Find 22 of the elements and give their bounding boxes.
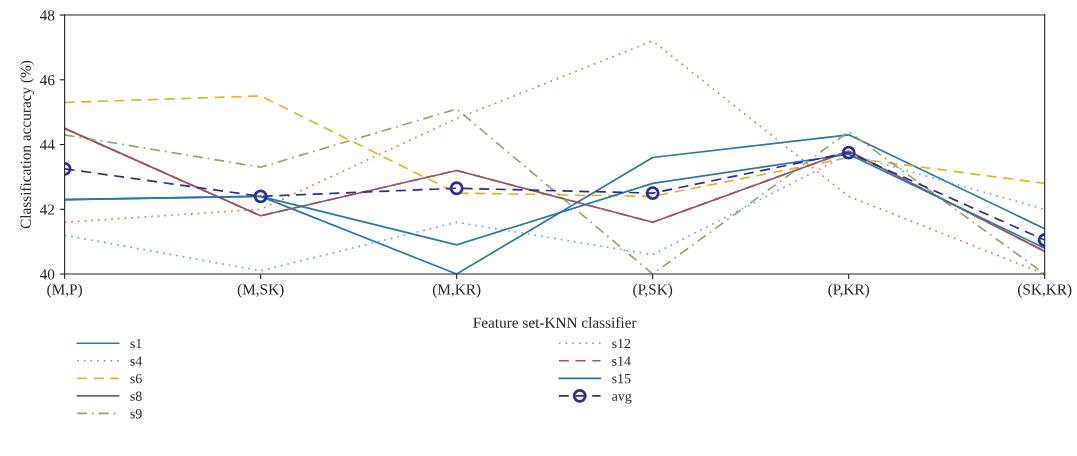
x-tick-label: (P,SK) <box>633 283 673 298</box>
x-axis-title: Feature set-KNN classifier <box>473 316 637 328</box>
legend-label: s8 <box>130 391 142 401</box>
y-axis-title: Classification accuracy (%) <box>20 60 35 229</box>
y-tick-label: 40 <box>39 269 55 280</box>
legend-label: s1 <box>130 338 142 349</box>
legend-label: avg <box>612 393 632 404</box>
legend-label: s6 <box>130 373 142 384</box>
legend-label: s15 <box>612 373 631 384</box>
x-tick-label: (M,KR) <box>432 283 481 298</box>
y-tick-label: 46 <box>39 74 55 86</box>
y-tick-label: 48 <box>39 10 55 21</box>
x-tick-label: (P,KR) <box>828 283 870 298</box>
y-tick-label: 44 <box>39 139 55 150</box>
legend-label: s4 <box>130 356 143 366</box>
x-tick-label: (M,P) <box>47 283 82 298</box>
x-tick-label: (M,SK) <box>237 283 284 298</box>
legend-label: s14 <box>612 356 631 366</box>
legend-label: s12 <box>612 338 631 349</box>
y-tick-label: 42 <box>39 204 55 215</box>
x-tick-label: (SK,KR) <box>1017 283 1072 298</box>
legend-label: s9 <box>130 409 142 419</box>
